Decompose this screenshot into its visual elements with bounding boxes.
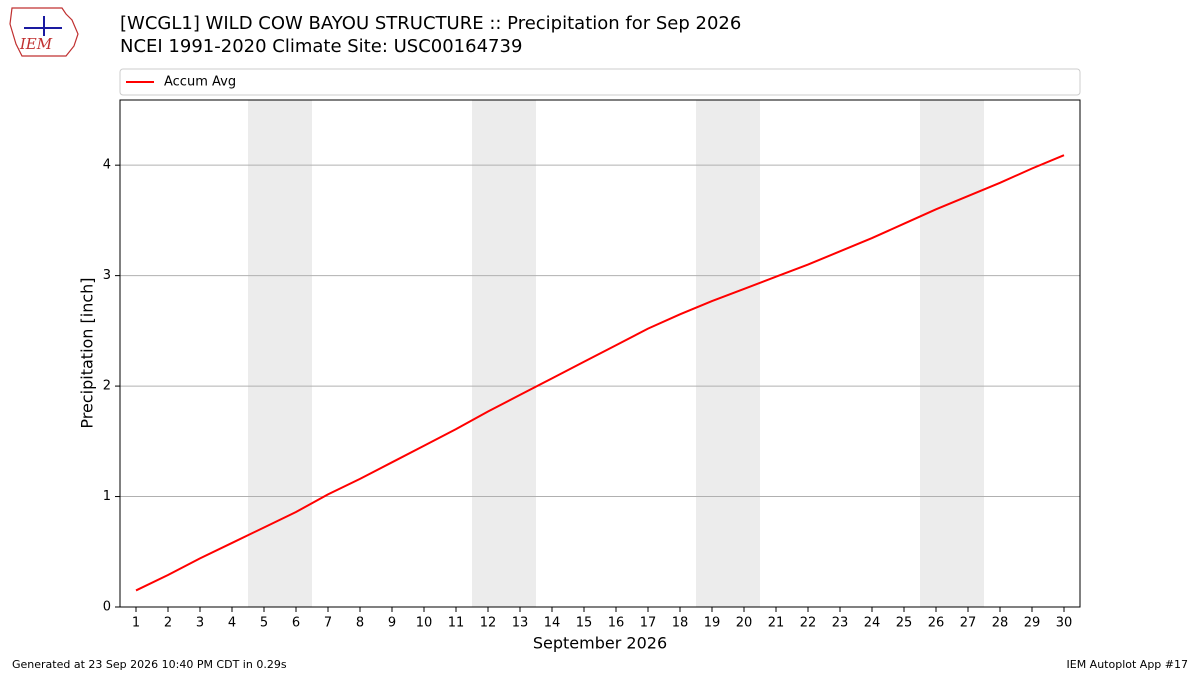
x-tick-label: 8: [356, 616, 364, 631]
x-tick-label: 22: [800, 616, 817, 631]
weekend-shade: [696, 100, 760, 607]
x-tick-label: 17: [640, 616, 657, 631]
chart-title: [WCGL1] WILD COW BAYOU STRUCTURE :: Prec…: [120, 13, 741, 34]
x-tick-label: 7: [324, 616, 332, 631]
footer-left: Generated at 23 Sep 2026 10:40 PM CDT in…: [12, 658, 287, 671]
x-tick-label: 4: [228, 616, 236, 631]
x-tick-label: 19: [704, 616, 721, 631]
y-axis-label: Precipitation [inch]: [78, 277, 97, 428]
x-tick-label: 18: [672, 616, 689, 631]
weekend-shade: [248, 100, 312, 607]
x-tick-label: 25: [896, 616, 913, 631]
x-tick-label: 6: [292, 616, 300, 631]
x-tick-label: 16: [608, 616, 625, 631]
plot-frame: [119, 99, 1081, 608]
logo: IEM: [9, 7, 79, 57]
y-tick-label: 1: [103, 489, 111, 504]
x-tick-label: 5: [260, 616, 268, 631]
x-tick-label: 13: [512, 616, 529, 631]
x-tick-label: 12: [480, 616, 497, 631]
logo-text: IEM: [19, 35, 53, 53]
weekend-shade: [920, 100, 984, 607]
x-tick-label: 20: [736, 616, 753, 631]
weekend-shade: [472, 100, 536, 607]
x-tick-label: 2: [164, 616, 172, 631]
x-tick-label: 26: [928, 616, 945, 631]
x-tick-label: 23: [832, 616, 849, 631]
legend-label: Accum Avg: [164, 75, 236, 90]
x-axis-label: September 2026: [533, 634, 667, 653]
x-tick-label: 11: [448, 616, 465, 631]
x-tick-label: 10: [416, 616, 433, 631]
chart-subtitle: NCEI 1991-2020 Climate Site: USC00164739: [120, 36, 522, 57]
x-tick-label: 30: [1056, 616, 1073, 631]
x-tick-label: 27: [960, 616, 977, 631]
y-tick-label: 4: [103, 158, 111, 173]
x-tick-label: 15: [576, 616, 593, 631]
x-tick-label: 28: [992, 616, 1009, 631]
data-line: [135, 154, 1065, 592]
logo-outline: [9, 7, 79, 57]
x-tick-label: 21: [768, 616, 785, 631]
x-tick-label: 3: [196, 616, 204, 631]
legend-box: [119, 68, 1081, 96]
x-tick-label: 29: [1024, 616, 1041, 631]
x-tick-label: 1: [132, 616, 140, 631]
x-tick-label: 14: [544, 616, 561, 631]
y-tick-label: 0: [103, 600, 111, 615]
x-tick-label: 24: [864, 616, 881, 631]
y-tick-label: 3: [103, 268, 111, 283]
footer-right: IEM Autoplot App #17: [1067, 658, 1189, 671]
y-tick-label: 2: [103, 379, 111, 394]
x-tick-label: 9: [388, 616, 396, 631]
